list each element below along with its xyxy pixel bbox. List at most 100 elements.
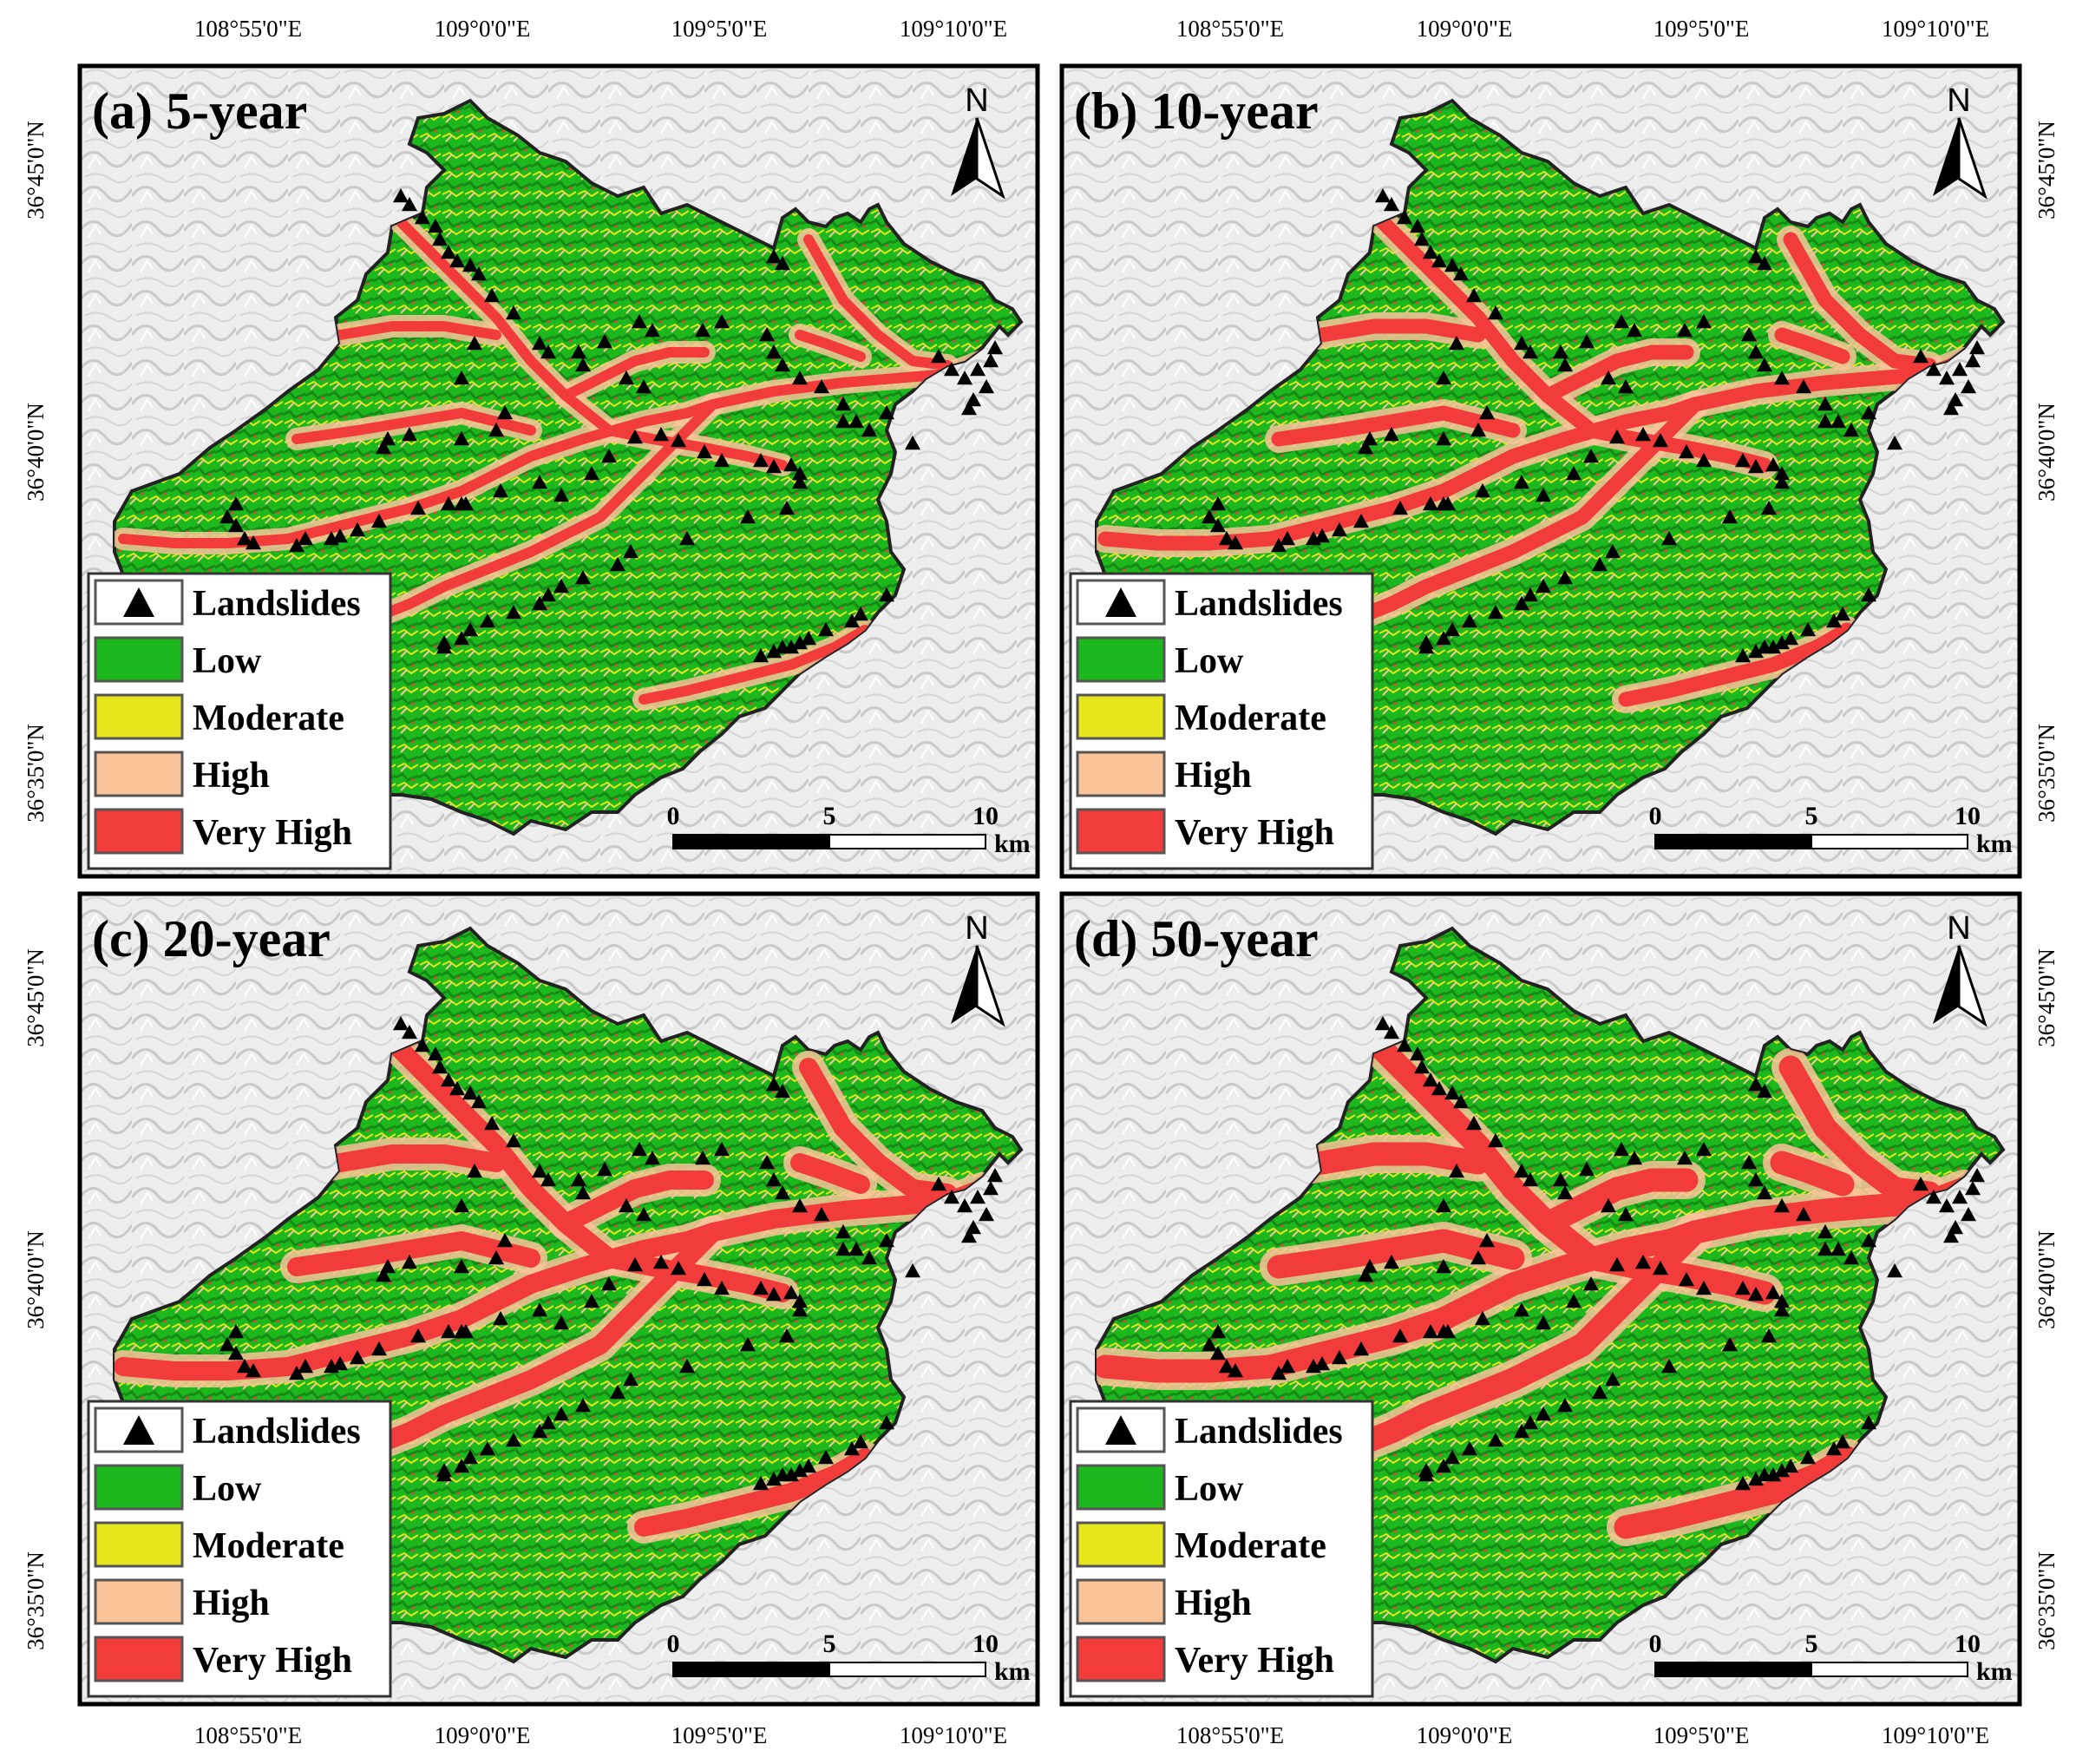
landslide-point xyxy=(462,1450,478,1465)
landslide-point xyxy=(1466,1116,1482,1131)
landslide-point xyxy=(714,453,730,468)
landslide-point xyxy=(753,1476,769,1491)
landslide-point xyxy=(376,1268,391,1282)
landslide-point xyxy=(1444,1450,1460,1465)
landslide-point xyxy=(1661,1359,1677,1374)
landslide-point xyxy=(766,1172,782,1187)
legend-swatch xyxy=(1076,1636,1166,1682)
legend-label: Low xyxy=(193,641,262,681)
landslide-point xyxy=(1965,353,1981,368)
legend-swatch xyxy=(1076,1464,1166,1511)
landslide-point xyxy=(1965,1181,1981,1196)
susceptibility-channels xyxy=(1097,1013,1983,1546)
landslide-point xyxy=(1761,1328,1777,1343)
longitude-tick-label: 109°0'0"E xyxy=(435,1722,531,1748)
landslide-point xyxy=(1210,518,1226,533)
landslide-point xyxy=(1431,253,1447,268)
scale-segment-empty xyxy=(1811,1662,1968,1677)
landslide-point xyxy=(471,266,487,281)
landslide-point xyxy=(1210,496,1226,511)
landslide-point xyxy=(905,436,920,450)
landslide-point xyxy=(484,1116,500,1131)
longitude-tick-label: 108°55'0"E xyxy=(1176,16,1284,42)
legend-label: Very High xyxy=(1175,813,1334,853)
landslide-point xyxy=(775,357,790,372)
very-high-zone xyxy=(1614,1446,1859,1539)
scale-unit: km xyxy=(1976,1657,2013,1686)
landslide-point xyxy=(1314,528,1330,543)
latitude-tick-label: 36°35'0"N xyxy=(2033,724,2060,823)
landslide-point xyxy=(298,531,313,546)
very-high-zone xyxy=(1774,327,1850,364)
landslide-point xyxy=(332,528,348,543)
longitude-tick-label: 109°10'0"E xyxy=(900,1722,1007,1748)
landslide-point xyxy=(1228,1363,1243,1378)
landslide-point xyxy=(432,232,448,246)
landslide-point xyxy=(1757,256,1772,271)
landslide-point xyxy=(1392,501,1408,515)
longitude-tick-label: 109°5'0"E xyxy=(1654,1722,1750,1748)
latitude-tick-label: 36°35'0"N xyxy=(23,724,49,823)
landslide-point xyxy=(944,1190,959,1204)
landslide-point xyxy=(610,1385,625,1400)
longitude-tick-label: 109°0'0"E xyxy=(1417,1722,1513,1748)
landslide-point xyxy=(1436,631,1451,646)
north-arrow-label: N xyxy=(1947,82,1970,119)
landslide-point xyxy=(506,1433,521,1447)
landslide-point xyxy=(332,1356,348,1371)
landslide-point xyxy=(575,1185,591,1200)
landslide-point xyxy=(753,1281,769,1295)
map-panel: (d) 50-year N Landslides Low Moderate High Ver… xyxy=(1059,891,2022,1707)
landslide-point xyxy=(462,258,478,272)
latitude-tick-label: 36°45'0"N xyxy=(2033,948,2060,1047)
landslide-point xyxy=(350,1350,365,1365)
landslide-point xyxy=(879,405,894,420)
legend: Landslides Low Moderate High Very High xyxy=(87,572,392,870)
landslide-point xyxy=(1774,1302,1790,1317)
very-high-zone xyxy=(556,1171,714,1233)
landslide-point xyxy=(506,1133,521,1148)
very-high-zone xyxy=(291,408,536,444)
legend-label: Low xyxy=(1175,1469,1244,1509)
very-high-zone xyxy=(1770,1151,1855,1197)
landslide-point xyxy=(467,1164,482,1178)
landslide-point xyxy=(695,1151,711,1165)
landslide-point xyxy=(1453,1094,1469,1109)
landslide-point xyxy=(540,1415,556,1430)
latitude-tick-label: 36°40'0"N xyxy=(23,403,49,502)
very-high-zone xyxy=(1271,405,1521,447)
landslide-point xyxy=(1696,1142,1712,1157)
legend-label: High xyxy=(193,1584,270,1623)
landslide-point xyxy=(792,1294,808,1308)
landslide-point xyxy=(1627,1151,1642,1165)
landslide-point xyxy=(645,323,660,338)
landslide-point xyxy=(1800,1450,1816,1465)
landslide-point xyxy=(1436,1459,1451,1473)
landslide-point xyxy=(1926,362,1942,377)
landslide-point xyxy=(1765,457,1781,472)
landslide-point xyxy=(1843,423,1859,437)
landslide-point xyxy=(1835,1434,1850,1449)
landslide-point xyxy=(1817,1242,1833,1256)
landslide-point xyxy=(532,1424,547,1439)
landslide-point xyxy=(1735,453,1751,468)
landslide-point xyxy=(532,1302,547,1317)
landslide-point xyxy=(228,496,244,511)
landslide-point xyxy=(449,253,465,268)
landslide-point xyxy=(905,1263,920,1278)
landslide-point xyxy=(540,587,556,602)
landslide-point xyxy=(1843,1250,1859,1265)
landslide-point xyxy=(454,1259,469,1274)
landslide-point xyxy=(497,405,513,420)
landslide-point xyxy=(1210,1346,1226,1361)
very-high-zone xyxy=(638,625,870,705)
scale-segment-empty xyxy=(828,834,986,849)
landslide-point xyxy=(931,349,946,364)
legend-label: Landslides xyxy=(1175,584,1343,624)
landslide-point xyxy=(835,397,851,411)
landslide-point xyxy=(740,1337,756,1352)
latitude-tick-label: 36°45'0"N xyxy=(2033,121,2060,220)
landslide-point xyxy=(597,334,612,349)
